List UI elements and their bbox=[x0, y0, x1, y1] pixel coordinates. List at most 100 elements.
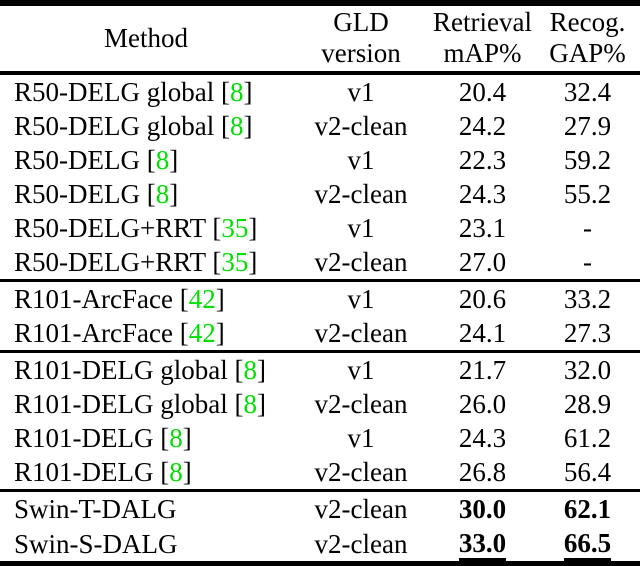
citation-link[interactable]: [35] bbox=[206, 247, 258, 277]
citation-number[interactable]: 8 bbox=[229, 77, 244, 107]
gld-version-value: v2-clean bbox=[314, 494, 408, 524]
table-row: R50-DELG+RRT [35] v1 23.1 - bbox=[0, 211, 640, 245]
gld-version-cell: v2-clean bbox=[292, 177, 430, 211]
retrieval-map-value: 24.3 bbox=[458, 423, 507, 453]
citation-close-bracket: ] bbox=[182, 423, 192, 453]
method-name: R50-DELG bbox=[14, 179, 140, 209]
citation-link[interactable]: [42] bbox=[173, 318, 225, 348]
retrieval-map-value: 26.0 bbox=[458, 389, 507, 419]
citation-close-bracket: ] bbox=[243, 111, 253, 141]
citation-link[interactable]: [8] bbox=[140, 179, 179, 209]
recog-gap-cell: 61.2 bbox=[535, 421, 640, 455]
header-row: Method GLD version Retrieval mAP% Recog.… bbox=[0, 3, 640, 75]
retrieval-map-cell: 26.0 bbox=[430, 387, 535, 421]
gld-version-cell: v2-clean bbox=[292, 491, 430, 527]
citation-number[interactable]: 42 bbox=[188, 318, 216, 348]
citation-link[interactable]: [8] bbox=[214, 111, 253, 141]
header-method: Method bbox=[0, 3, 292, 75]
recog-gap-cell: 62.1 bbox=[535, 491, 640, 527]
method-cell: R101-DELG global [8] bbox=[0, 352, 292, 388]
table-row: R50-DELG global [8] v1 20.4 32.4 bbox=[0, 73, 640, 109]
method-name: R50-DELG global bbox=[14, 77, 215, 107]
recog-gap-value: 32.0 bbox=[563, 355, 612, 385]
recog-gap-value: 62.1 bbox=[563, 494, 612, 524]
method-cell: R50-DELG global [8] bbox=[0, 109, 292, 143]
method-name: R101-ArcFace bbox=[14, 318, 173, 348]
citation-open-bracket: [ bbox=[234, 355, 244, 385]
gld-version-cell: v2-clean bbox=[292, 245, 430, 281]
citation-close-bracket: ] bbox=[256, 389, 266, 419]
citation-link[interactable]: [35] bbox=[206, 213, 257, 243]
retrieval-map-cell: 23.1 bbox=[430, 211, 535, 245]
citation-link[interactable]: [8] bbox=[140, 145, 179, 175]
recog-gap-cell: 55.2 bbox=[535, 177, 640, 211]
header-retrieval-line2: mAP% bbox=[443, 38, 522, 68]
header-recog-line2: GAP% bbox=[549, 38, 626, 68]
table-row: Swin-S-DALG v2-clean 33.0 66.5 bbox=[0, 526, 640, 564]
citation-open-bracket: [ bbox=[146, 145, 156, 175]
retrieval-map-value: 22.3 bbox=[458, 145, 507, 175]
citation-link[interactable]: [8] bbox=[153, 457, 192, 487]
citation-number[interactable]: 8 bbox=[155, 145, 170, 175]
gld-version-value: v2-clean bbox=[314, 457, 408, 487]
gld-version-cell: v2-clean bbox=[292, 387, 430, 421]
gld-version-cell: v2-clean bbox=[292, 455, 430, 491]
recog-gap-value: - bbox=[583, 247, 592, 277]
retrieval-map-value: 23.1 bbox=[458, 213, 507, 243]
citation-open-bracket: [ bbox=[220, 77, 230, 107]
recog-gap-cell: 27.3 bbox=[535, 316, 640, 352]
table-row: R101-ArcFace [42] v1 20.6 33.2 bbox=[0, 281, 640, 317]
r50-delg-group: R50-DELG global [8] v1 20.4 32.4 R50-DEL… bbox=[0, 73, 640, 281]
gld-version-cell: v2-clean bbox=[292, 316, 430, 352]
citation-close-bracket: ] bbox=[256, 355, 266, 385]
recog-gap-cell: 27.9 bbox=[535, 109, 640, 143]
citation-number[interactable]: 8 bbox=[243, 389, 257, 419]
citation-number[interactable]: 35 bbox=[221, 213, 249, 243]
table-row: R101-DELG global [8] v1 21.7 32.0 bbox=[0, 352, 640, 388]
citation-close-bracket: ] bbox=[248, 247, 258, 277]
citation-open-bracket: [ bbox=[234, 389, 244, 419]
citation-number[interactable]: 8 bbox=[229, 111, 244, 141]
citation-link[interactable]: [42] bbox=[173, 284, 225, 314]
citation-close-bracket: ] bbox=[243, 77, 253, 107]
citation-close-bracket: ] bbox=[215, 318, 225, 348]
citation-number[interactable]: 8 bbox=[155, 179, 170, 209]
citation-number[interactable]: 42 bbox=[188, 284, 216, 314]
gld-version-value: v2-clean bbox=[314, 528, 408, 559]
retrieval-map-cell: 24.1 bbox=[430, 316, 535, 352]
citation-number[interactable]: 8 bbox=[243, 355, 257, 385]
method-cell: R101-DELG [8] bbox=[0, 455, 292, 491]
retrieval-map-cell: 22.3 bbox=[430, 143, 535, 177]
method-name: R50-DELG global bbox=[14, 111, 215, 141]
gld-version-value: v2-clean bbox=[314, 389, 408, 419]
gld-version-value: v2-clean bbox=[314, 111, 408, 141]
recog-gap-cell: - bbox=[535, 245, 640, 281]
gld-version-cell: v1 bbox=[292, 211, 430, 245]
recog-gap-cell: 59.2 bbox=[535, 143, 640, 177]
method-name: R50-DELG+RRT bbox=[14, 247, 206, 277]
table-row: R101-DELG [8] v2-clean 26.8 56.4 bbox=[0, 455, 640, 491]
citation-link[interactable]: [8] bbox=[214, 77, 253, 107]
citation-number[interactable]: 8 bbox=[169, 423, 183, 453]
retrieval-map-cell: 30.0 bbox=[430, 491, 535, 527]
r101-delg-group: R101-DELG global [8] v1 21.7 32.0 R101-D… bbox=[0, 351, 640, 491]
recog-gap-value: 32.4 bbox=[563, 77, 612, 107]
method-name: R101-DELG bbox=[14, 457, 154, 487]
table-row: R50-DELG [8] v2-clean 24.3 55.2 bbox=[0, 177, 640, 211]
recog-gap-cell: 33.2 bbox=[535, 281, 640, 317]
retrieval-map-value: 20.6 bbox=[458, 284, 507, 314]
gld-version-value: v1 bbox=[347, 355, 375, 385]
citation-number[interactable]: 35 bbox=[221, 247, 249, 277]
citation-link[interactable]: [8] bbox=[153, 423, 192, 453]
method-name: R50-DELG bbox=[14, 145, 140, 175]
retrieval-map-value: 27.0 bbox=[458, 247, 507, 277]
header-recog-gap: Recog. GAP% bbox=[535, 3, 640, 75]
retrieval-map-value: 20.4 bbox=[458, 77, 507, 107]
method-name: Swin-S-DALG bbox=[14, 528, 178, 559]
citation-number[interactable]: 8 bbox=[169, 457, 183, 487]
gld-version-value: v1 bbox=[347, 77, 375, 107]
citation-link[interactable]: [8] bbox=[228, 389, 266, 419]
citation-link[interactable]: [8] bbox=[228, 355, 266, 385]
header-retrieval-line1: Retrieval bbox=[433, 7, 532, 37]
